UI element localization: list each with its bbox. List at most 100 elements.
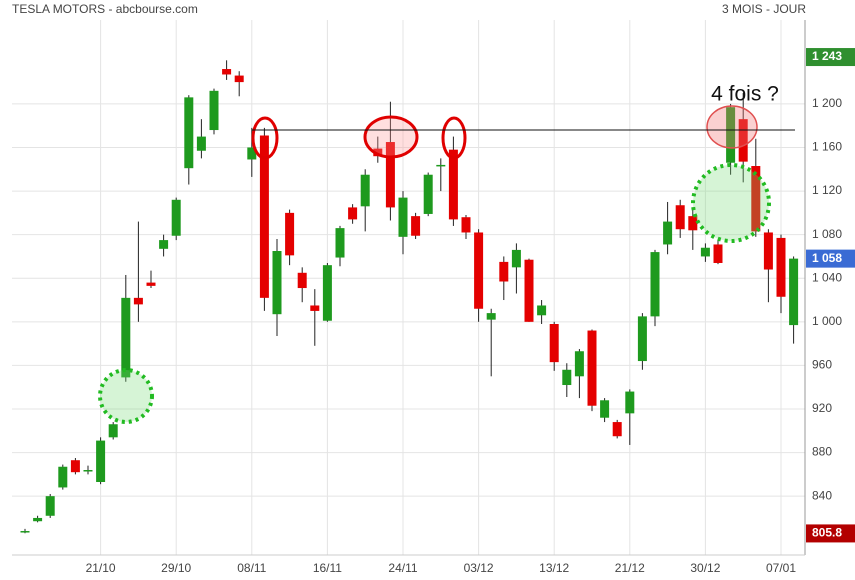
candle-body <box>310 305 320 311</box>
price-marker <box>806 48 855 67</box>
candle-body <box>171 199 181 236</box>
candle-body <box>612 422 622 437</box>
candle-body <box>58 466 68 488</box>
candle-body <box>448 149 458 220</box>
candle-body <box>688 216 698 231</box>
candle-body <box>675 205 685 230</box>
candle-body <box>348 207 358 220</box>
candle-body <box>537 305 547 316</box>
candle-body <box>511 249 521 268</box>
candle-body <box>234 75 244 83</box>
y-tick-label: 1 120 <box>812 183 842 197</box>
candle-body <box>20 531 30 533</box>
candle-body <box>776 237 786 297</box>
x-tick-label: 08/11 <box>237 561 266 575</box>
red-ellipse <box>706 105 758 149</box>
candle-body <box>562 369 572 386</box>
y-tick-label: 1 080 <box>812 227 842 241</box>
red-ellipse <box>251 116 279 160</box>
candle-body <box>663 221 673 245</box>
x-tick-label: 03/12 <box>464 561 494 575</box>
candle-body <box>436 164 446 167</box>
candle-body <box>637 316 647 362</box>
candle-body <box>196 136 206 151</box>
chart-title: TESLA MOTORS - abcbourse.com <box>12 2 198 16</box>
candle-body <box>184 97 194 169</box>
x-tick-label: 30/12 <box>690 561 720 575</box>
candle-body <box>83 470 93 472</box>
y-tick-label: 1 160 <box>812 140 842 154</box>
y-tick-label: 1 200 <box>812 96 842 110</box>
annotations <box>98 105 771 424</box>
candle-body <box>247 147 257 160</box>
candle-body <box>650 252 660 317</box>
candle-body <box>159 240 169 249</box>
candle-body <box>222 69 232 75</box>
price-marker <box>806 249 855 268</box>
candle-body <box>486 313 496 320</box>
y-tick-label: 920 <box>812 401 832 415</box>
candle-body <box>146 282 156 286</box>
candle-body <box>335 228 345 258</box>
candle-body <box>398 197 408 237</box>
candle-body <box>738 119 748 162</box>
candle-body <box>108 424 118 438</box>
candle-body <box>373 148 383 157</box>
candle-body <box>499 261 509 282</box>
x-tick-label: 13/12 <box>539 561 569 575</box>
chart-subtitle: 3 MOIS - JOUR <box>722 2 806 16</box>
candle-body <box>272 250 282 315</box>
candle-body <box>209 90 219 131</box>
candle-body <box>625 391 635 414</box>
y-tick-label: 840 <box>812 488 832 502</box>
candles <box>20 60 799 534</box>
y-tick-label: 1 040 <box>812 270 842 284</box>
candle-body <box>700 247 710 257</box>
red-ellipse <box>441 116 467 160</box>
x-tick-label: 07/01 <box>766 561 796 575</box>
candle-body <box>297 272 307 289</box>
candle-body <box>385 142 395 208</box>
annotation: 4 fois ? <box>711 83 779 106</box>
candle-body <box>96 440 106 482</box>
candle-body <box>726 107 736 163</box>
candle-body <box>322 265 332 321</box>
price-marker-label: 1 243 <box>812 49 842 63</box>
x-tick-label: 21/10 <box>86 561 116 575</box>
y-tick-label: 1 000 <box>812 314 842 328</box>
price-marker-label: 805.8 <box>812 526 842 540</box>
candle-body <box>45 496 55 516</box>
candle-body <box>33 517 43 522</box>
x-tick-label: 21/12 <box>615 561 645 575</box>
x-tick-label: 16/11 <box>313 561 342 575</box>
y-tick-label: 880 <box>812 445 832 459</box>
candle-body <box>600 400 610 418</box>
candle-body <box>574 351 584 377</box>
candle-body <box>751 166 761 232</box>
candle-body <box>70 460 80 473</box>
price-marker-label: 1 058 <box>812 251 842 265</box>
price-marker <box>806 524 855 543</box>
candle-body <box>789 258 799 326</box>
candle-body <box>713 244 723 263</box>
red-ellipse <box>363 115 419 159</box>
candle-body <box>121 297 131 378</box>
candle-body <box>524 259 534 322</box>
green-circle <box>691 163 771 243</box>
candle-body <box>461 217 471 233</box>
x-tick-label: 29/10 <box>161 561 191 575</box>
green-circle <box>98 368 154 424</box>
candle-body <box>259 135 269 298</box>
candle-body <box>474 232 484 309</box>
candle-body <box>285 212 295 256</box>
candle-body <box>587 330 597 406</box>
candle-body <box>133 297 143 305</box>
candle-body <box>360 174 370 207</box>
candle-body <box>411 216 421 236</box>
y-tick-label: 960 <box>812 358 832 372</box>
candle-body <box>763 232 773 270</box>
candle-body <box>549 324 559 363</box>
candle-body <box>423 174 433 214</box>
